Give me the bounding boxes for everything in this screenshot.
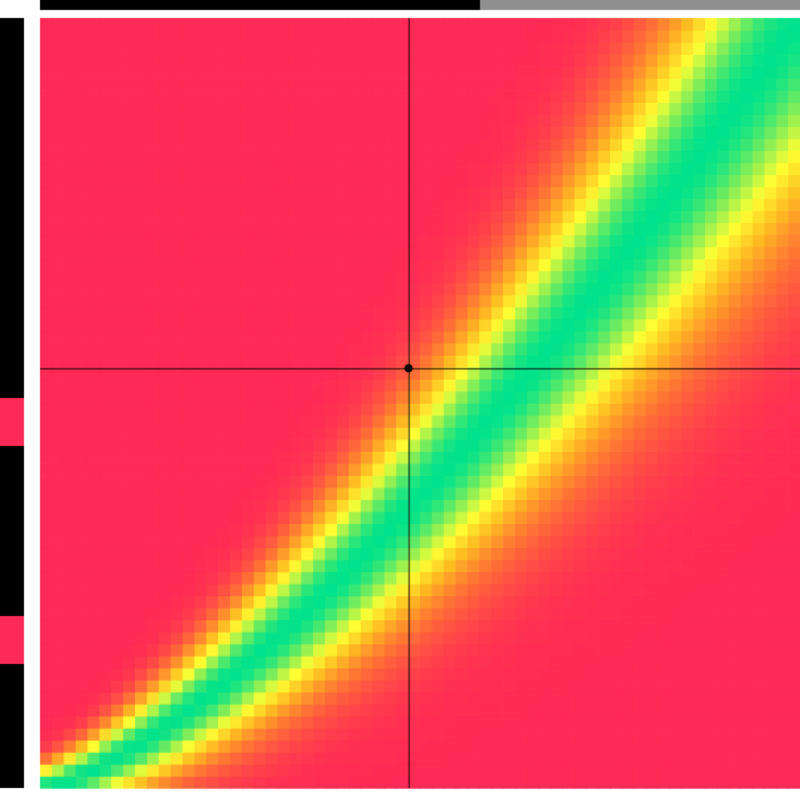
heatmap-plot — [0, 0, 800, 800]
